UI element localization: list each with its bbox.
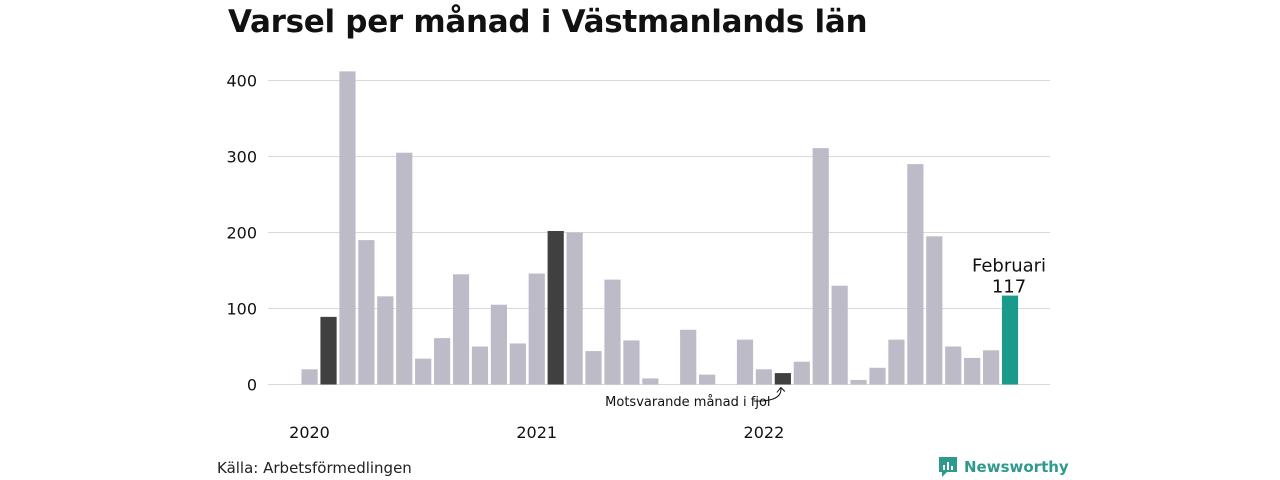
- bar: [699, 374, 716, 385]
- bar: [812, 148, 829, 385]
- bar: [774, 373, 791, 385]
- y-tick-label: 400: [226, 72, 257, 91]
- previous-year-arrow: [753, 387, 782, 402]
- bar: [831, 285, 848, 385]
- bar: [680, 329, 697, 385]
- bar: [320, 316, 337, 385]
- bar: [396, 152, 413, 385]
- y-tick-label: 300: [226, 148, 257, 167]
- y-tick-label: 0: [247, 376, 257, 395]
- bar: [358, 240, 375, 385]
- bar: [907, 164, 924, 385]
- bar: [566, 232, 583, 385]
- bar: [964, 357, 981, 385]
- chart-title: Varsel per månad i Västmanlands län: [228, 4, 868, 40]
- bars: [301, 71, 1019, 385]
- annotations: Februari 117 Motsvarande månad i fjol: [605, 256, 1046, 410]
- bar: [604, 279, 621, 385]
- bar: [623, 340, 640, 385]
- bar: [869, 367, 886, 385]
- bar: [434, 338, 451, 385]
- bar: [452, 274, 470, 385]
- newsworthy-logo-icon: [939, 457, 957, 477]
- bar: [1001, 295, 1019, 385]
- x-year-label: 2021: [516, 423, 557, 442]
- bar: [547, 230, 564, 385]
- bar: [926, 236, 943, 385]
- y-axis-ticks: 0 100 200 300 400: [226, 72, 257, 395]
- bar: [793, 361, 810, 385]
- bar: [888, 339, 905, 385]
- x-year-label: 2020: [289, 423, 330, 442]
- brand-name: Newsworthy: [964, 458, 1069, 476]
- bar: [642, 378, 659, 385]
- bar: [301, 369, 318, 385]
- bar: [509, 343, 526, 385]
- bar: [736, 339, 754, 385]
- bar: [415, 358, 432, 385]
- bar: [377, 296, 394, 385]
- previous-year-arrowhead: [776, 386, 786, 393]
- x-axis-year-labels: 2020 2021 2022: [289, 423, 784, 442]
- bar: [755, 369, 773, 385]
- bar: [945, 346, 962, 385]
- last-bar-value-label: 117: [992, 277, 1026, 298]
- source-note: Källa: Arbetsförmedlingen: [217, 459, 412, 477]
- bar: [490, 304, 507, 385]
- bar: [982, 350, 1000, 385]
- x-year-label: 2022: [744, 423, 785, 442]
- bar: [339, 71, 356, 385]
- last-bar-month-label: Februari: [972, 256, 1046, 277]
- bar: [850, 379, 867, 385]
- y-tick-label: 200: [226, 224, 257, 243]
- brand-logo: Newsworthy: [938, 456, 1069, 478]
- bar: [471, 346, 489, 385]
- y-tick-label: 100: [226, 300, 257, 319]
- bar: [585, 351, 602, 385]
- previous-year-annotation: Motsvarande månad i fjol: [605, 395, 770, 410]
- bar: [528, 273, 545, 385]
